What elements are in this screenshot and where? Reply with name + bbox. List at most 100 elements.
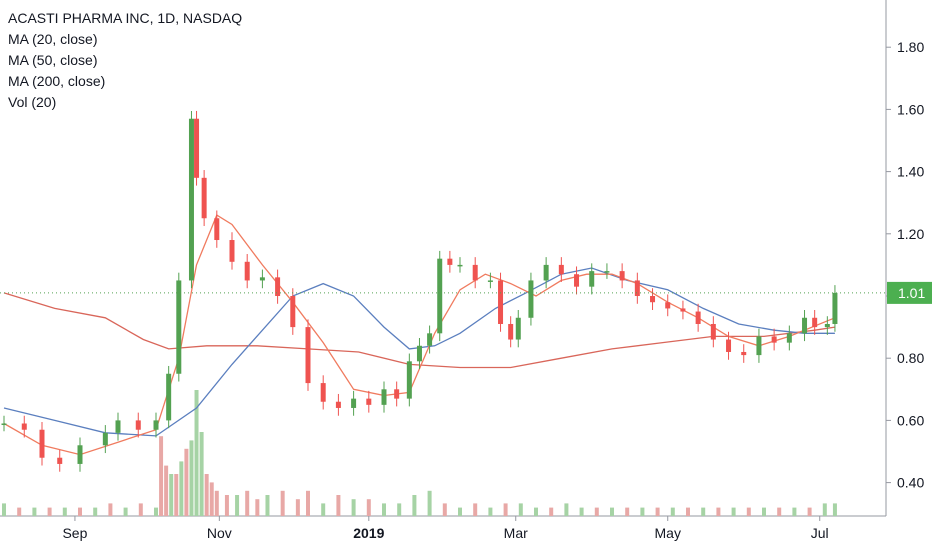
candle-body: [634, 280, 640, 296]
candle-body: [619, 271, 625, 281]
ma20-line: [3, 214, 836, 456]
volume-bar: [686, 507, 690, 516]
ma50-line: [3, 267, 835, 437]
volume-bar: [179, 461, 184, 516]
volume-bar: [503, 503, 508, 516]
candle-body: [394, 389, 400, 399]
candle-body: [290, 296, 296, 328]
volume-bar: [214, 490, 219, 516]
volume-bar: [78, 507, 82, 516]
x-tick-label: Mar: [504, 525, 528, 541]
legend-item-ma200[interactable]: MA (200, close): [8, 73, 106, 89]
volume-bar: [93, 507, 98, 516]
volume-bar: [224, 495, 229, 516]
candle-body: [335, 401, 341, 408]
candle-body: [153, 420, 159, 430]
volume-bar: [199, 432, 204, 516]
candle-body: [528, 280, 534, 318]
volume-bar: [184, 448, 189, 516]
candle-body: [437, 258, 443, 334]
volume-bar: [245, 490, 250, 516]
volume-bar: [518, 503, 523, 516]
candle-body: [472, 264, 478, 281]
y-tick-label: 0.60: [897, 412, 924, 428]
volume-bar: [123, 507, 128, 516]
volume-bar: [655, 507, 660, 516]
candle-body: [508, 323, 514, 340]
candle-body: [21, 423, 27, 430]
candle-body: [726, 339, 732, 352]
x-tick-label: Sep: [62, 525, 87, 541]
y-tick-label: 1.60: [897, 101, 924, 117]
volume-bar: [458, 507, 462, 516]
candle-body: [832, 292, 838, 324]
candle-body: [406, 361, 412, 399]
candle-body: [515, 317, 521, 340]
volume-bar: [154, 507, 158, 516]
candle-body: [543, 264, 549, 281]
volume-bar: [17, 507, 22, 516]
candle-body: [366, 398, 372, 405]
volume-bar: [594, 507, 599, 516]
volume-bar: [321, 503, 326, 516]
x-tick-label: 2019: [353, 525, 384, 541]
volume-bar: [351, 499, 356, 516]
volume-bar: [670, 507, 675, 516]
legend-item-vol[interactable]: Vol (20): [8, 94, 57, 110]
candle-body: [824, 323, 830, 328]
y-tick-label: 0.40: [897, 475, 924, 491]
volume-bar: [701, 507, 706, 516]
volume-bar: [336, 495, 341, 516]
candle-body: [771, 336, 777, 343]
y-tick-label: 1.20: [897, 226, 924, 242]
volume-bar: [306, 490, 310, 516]
candle-body: [416, 345, 422, 362]
candle-body: [574, 274, 580, 287]
candle-body: [447, 258, 453, 265]
volume-bar: [473, 503, 478, 516]
last-price-label: 1.01: [898, 285, 925, 301]
candle-body: [665, 302, 671, 309]
volume-bar: [731, 507, 736, 516]
volume-bar: [194, 390, 199, 516]
chart-legend: ACASTI PHARMA INC, 1D, NASDAQ MA (20, cl…: [8, 8, 242, 113]
candle-body: [741, 351, 747, 356]
candle-body: [802, 317, 808, 334]
volume-bar: [792, 507, 797, 516]
volume-bar: [746, 507, 751, 516]
volume-bar: [295, 499, 300, 516]
candle-body: [188, 118, 194, 281]
candle-body: [756, 336, 762, 356]
volume-bar: [534, 507, 538, 516]
volume-bar: [47, 507, 52, 516]
volume-bar: [610, 507, 614, 516]
y-tick-label: 1.40: [897, 164, 924, 180]
volume-bar: [822, 503, 827, 516]
legend-item-ma50[interactable]: MA (50, close): [8, 52, 98, 68]
candle-body: [710, 323, 716, 340]
candle-body: [194, 118, 200, 178]
candle-body: [650, 296, 656, 303]
volume-bar: [174, 474, 179, 516]
candle-body: [351, 398, 357, 408]
volume-bar: [108, 503, 113, 516]
volume-bar: [204, 474, 209, 516]
volume-bar: [164, 465, 169, 516]
y-tick-label: 0.80: [897, 350, 924, 366]
candle-body: [695, 311, 701, 324]
candle-body: [457, 264, 463, 267]
candle-body: [176, 280, 182, 374]
candle-body: [604, 271, 610, 273]
y-tick-label: 1.80: [897, 39, 924, 55]
volume-bar: [427, 490, 432, 516]
volume-bar: [32, 507, 37, 516]
candle-body: [812, 317, 818, 328]
candle-body: [558, 264, 564, 275]
candle-body: [229, 240, 235, 262]
volume-bar: [189, 440, 194, 516]
legend-item-ma20[interactable]: MA (20, close): [8, 31, 98, 47]
candle-body: [77, 445, 83, 464]
volume-bar: [382, 503, 386, 516]
